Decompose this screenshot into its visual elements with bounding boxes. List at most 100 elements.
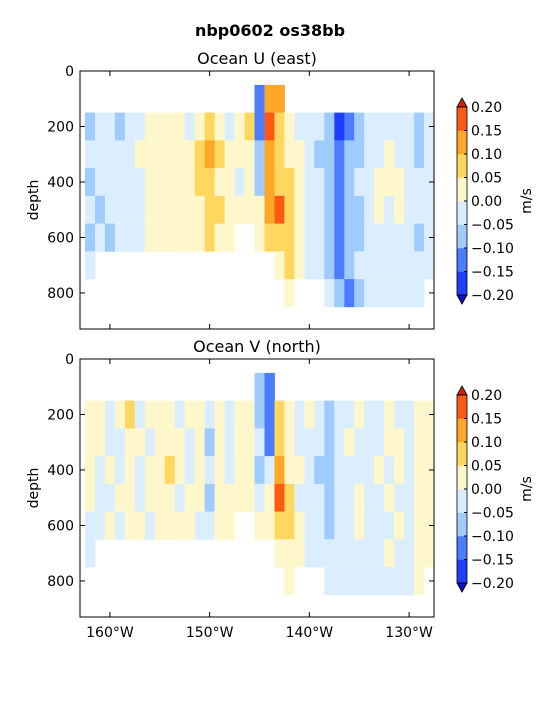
- heatmap-cell: [274, 251, 285, 280]
- colorbar-band: [457, 418, 467, 443]
- heatmap-cell: [274, 428, 285, 457]
- heatmap-cell: [354, 567, 365, 596]
- heatmap-cell: [384, 140, 395, 169]
- heatmap-cell: [174, 483, 186, 512]
- heatmap-cell: [194, 511, 206, 540]
- heatmap-cell: [104, 400, 116, 429]
- colorbar-label: m/s: [519, 188, 535, 214]
- heatmap-cell: [174, 195, 186, 224]
- heatmap-cell: [214, 400, 225, 429]
- heatmap-cell: [144, 112, 156, 141]
- heatmap-cell: [104, 428, 116, 457]
- heatmap-cell: [294, 195, 305, 224]
- heatmap-cell: [164, 168, 176, 197]
- heatmap-cell: [374, 168, 385, 197]
- heatmap-cell: [95, 168, 106, 197]
- heatmap-cell: [414, 112, 425, 141]
- heatmap-cell: [364, 567, 375, 596]
- heatmap-cell: [214, 511, 225, 540]
- heatmap-cell: [354, 539, 365, 568]
- heatmap-cell: [95, 483, 106, 512]
- panel-1: Ocean U (east) 0 200 400 600 800 depth 0.20 0.15…: [26, 49, 535, 330]
- heatmap-cell: [354, 112, 365, 141]
- heatmap-cell: [224, 456, 235, 485]
- heatmap-cell: [254, 456, 265, 485]
- heatmap-cell: [374, 251, 385, 280]
- heatmap-cell: [384, 223, 395, 252]
- heatmap-cell: [344, 279, 355, 308]
- heatmap-cell: [284, 223, 295, 252]
- heatmap-cell: [194, 400, 206, 429]
- heatmap-cell: [254, 511, 265, 540]
- heatmap-cell: [214, 112, 225, 141]
- heatmap-cell: [404, 400, 415, 429]
- heatmap-cell: [194, 456, 206, 485]
- colorbar-band: [457, 201, 467, 225]
- heatmap-cell: [154, 456, 166, 485]
- heatmap-cell: [284, 112, 295, 141]
- heatmap-cell: [404, 456, 415, 485]
- heatmap-cell: [284, 140, 295, 169]
- axes-frame: [79, 358, 435, 618]
- heatmap-cell: [85, 112, 96, 141]
- heatmap-cell: [354, 195, 365, 224]
- colorbar-tick-label: 0.15: [471, 124, 502, 140]
- heatmap-cell: [414, 456, 425, 485]
- heatmap-cell: [364, 511, 375, 540]
- heatmap-cell: [394, 223, 405, 252]
- heatmap-cell: [234, 428, 245, 457]
- heatmap-cell: [304, 539, 315, 568]
- heatmap-cell: [194, 112, 206, 141]
- y-tick-label: 0: [65, 352, 74, 368]
- heatmap-cell: [394, 400, 405, 429]
- colorbar-band: [457, 489, 467, 513]
- heatmap-cell: [284, 279, 295, 308]
- heatmap-cell: [344, 251, 355, 280]
- heatmap-cell: [334, 140, 345, 169]
- heatmap-cell: [264, 223, 275, 252]
- heatmap-cell: [154, 140, 166, 169]
- heatmap-cell: [254, 168, 265, 197]
- heatmap-cell: [374, 456, 385, 485]
- heatmap-cell: [394, 539, 405, 568]
- heatmap-cell: [95, 456, 106, 485]
- colorbar-band: [457, 177, 467, 202]
- heatmap-cell: [214, 195, 225, 224]
- heatmap-cell: [344, 112, 355, 141]
- heatmap-cell: [154, 428, 166, 457]
- heatmap-cell: [204, 195, 215, 224]
- heatmap-cell: [414, 140, 425, 169]
- heatmap-cell: [214, 428, 225, 457]
- heatmap-cell: [344, 428, 355, 457]
- heatmap-cell: [244, 428, 255, 457]
- heatmap-cell: [414, 511, 425, 540]
- heatmap-cell: [324, 400, 335, 429]
- heatmap-cell: [424, 195, 435, 224]
- colorbar-tick-label: 0.05: [471, 459, 502, 475]
- heatmap-cell: [254, 483, 265, 512]
- x-tick-label: 150°W: [186, 625, 234, 641]
- heatmap-cell: [224, 168, 235, 197]
- heatmap-cell: [264, 483, 275, 512]
- colorbar-band: [457, 512, 467, 537]
- heatmap-cell: [114, 483, 126, 512]
- heatmap-cell: [414, 400, 425, 429]
- heatmap-cell: [114, 195, 126, 224]
- heatmap-cell: [124, 195, 136, 224]
- heatmap-cell: [324, 567, 335, 596]
- heatmap-cell: [284, 428, 295, 457]
- heatmap-cell: [194, 195, 206, 224]
- heatmap-cell: [234, 456, 245, 485]
- heatmap-cell: [164, 112, 176, 141]
- y-tick-label: 600: [47, 518, 74, 534]
- colorbar-tick-label: −0.05: [471, 506, 514, 522]
- heatmap-cell: [294, 400, 305, 429]
- heatmap-cell: [304, 223, 315, 252]
- heatmap-cell: [85, 223, 96, 252]
- heatmap-cell: [294, 140, 305, 169]
- heatmap-cell: [124, 428, 136, 457]
- heatmap-cell: [164, 483, 176, 512]
- heatmap-cell: [304, 483, 315, 512]
- heatmap-cell: [354, 428, 365, 457]
- heatmap-cell: [404, 140, 415, 169]
